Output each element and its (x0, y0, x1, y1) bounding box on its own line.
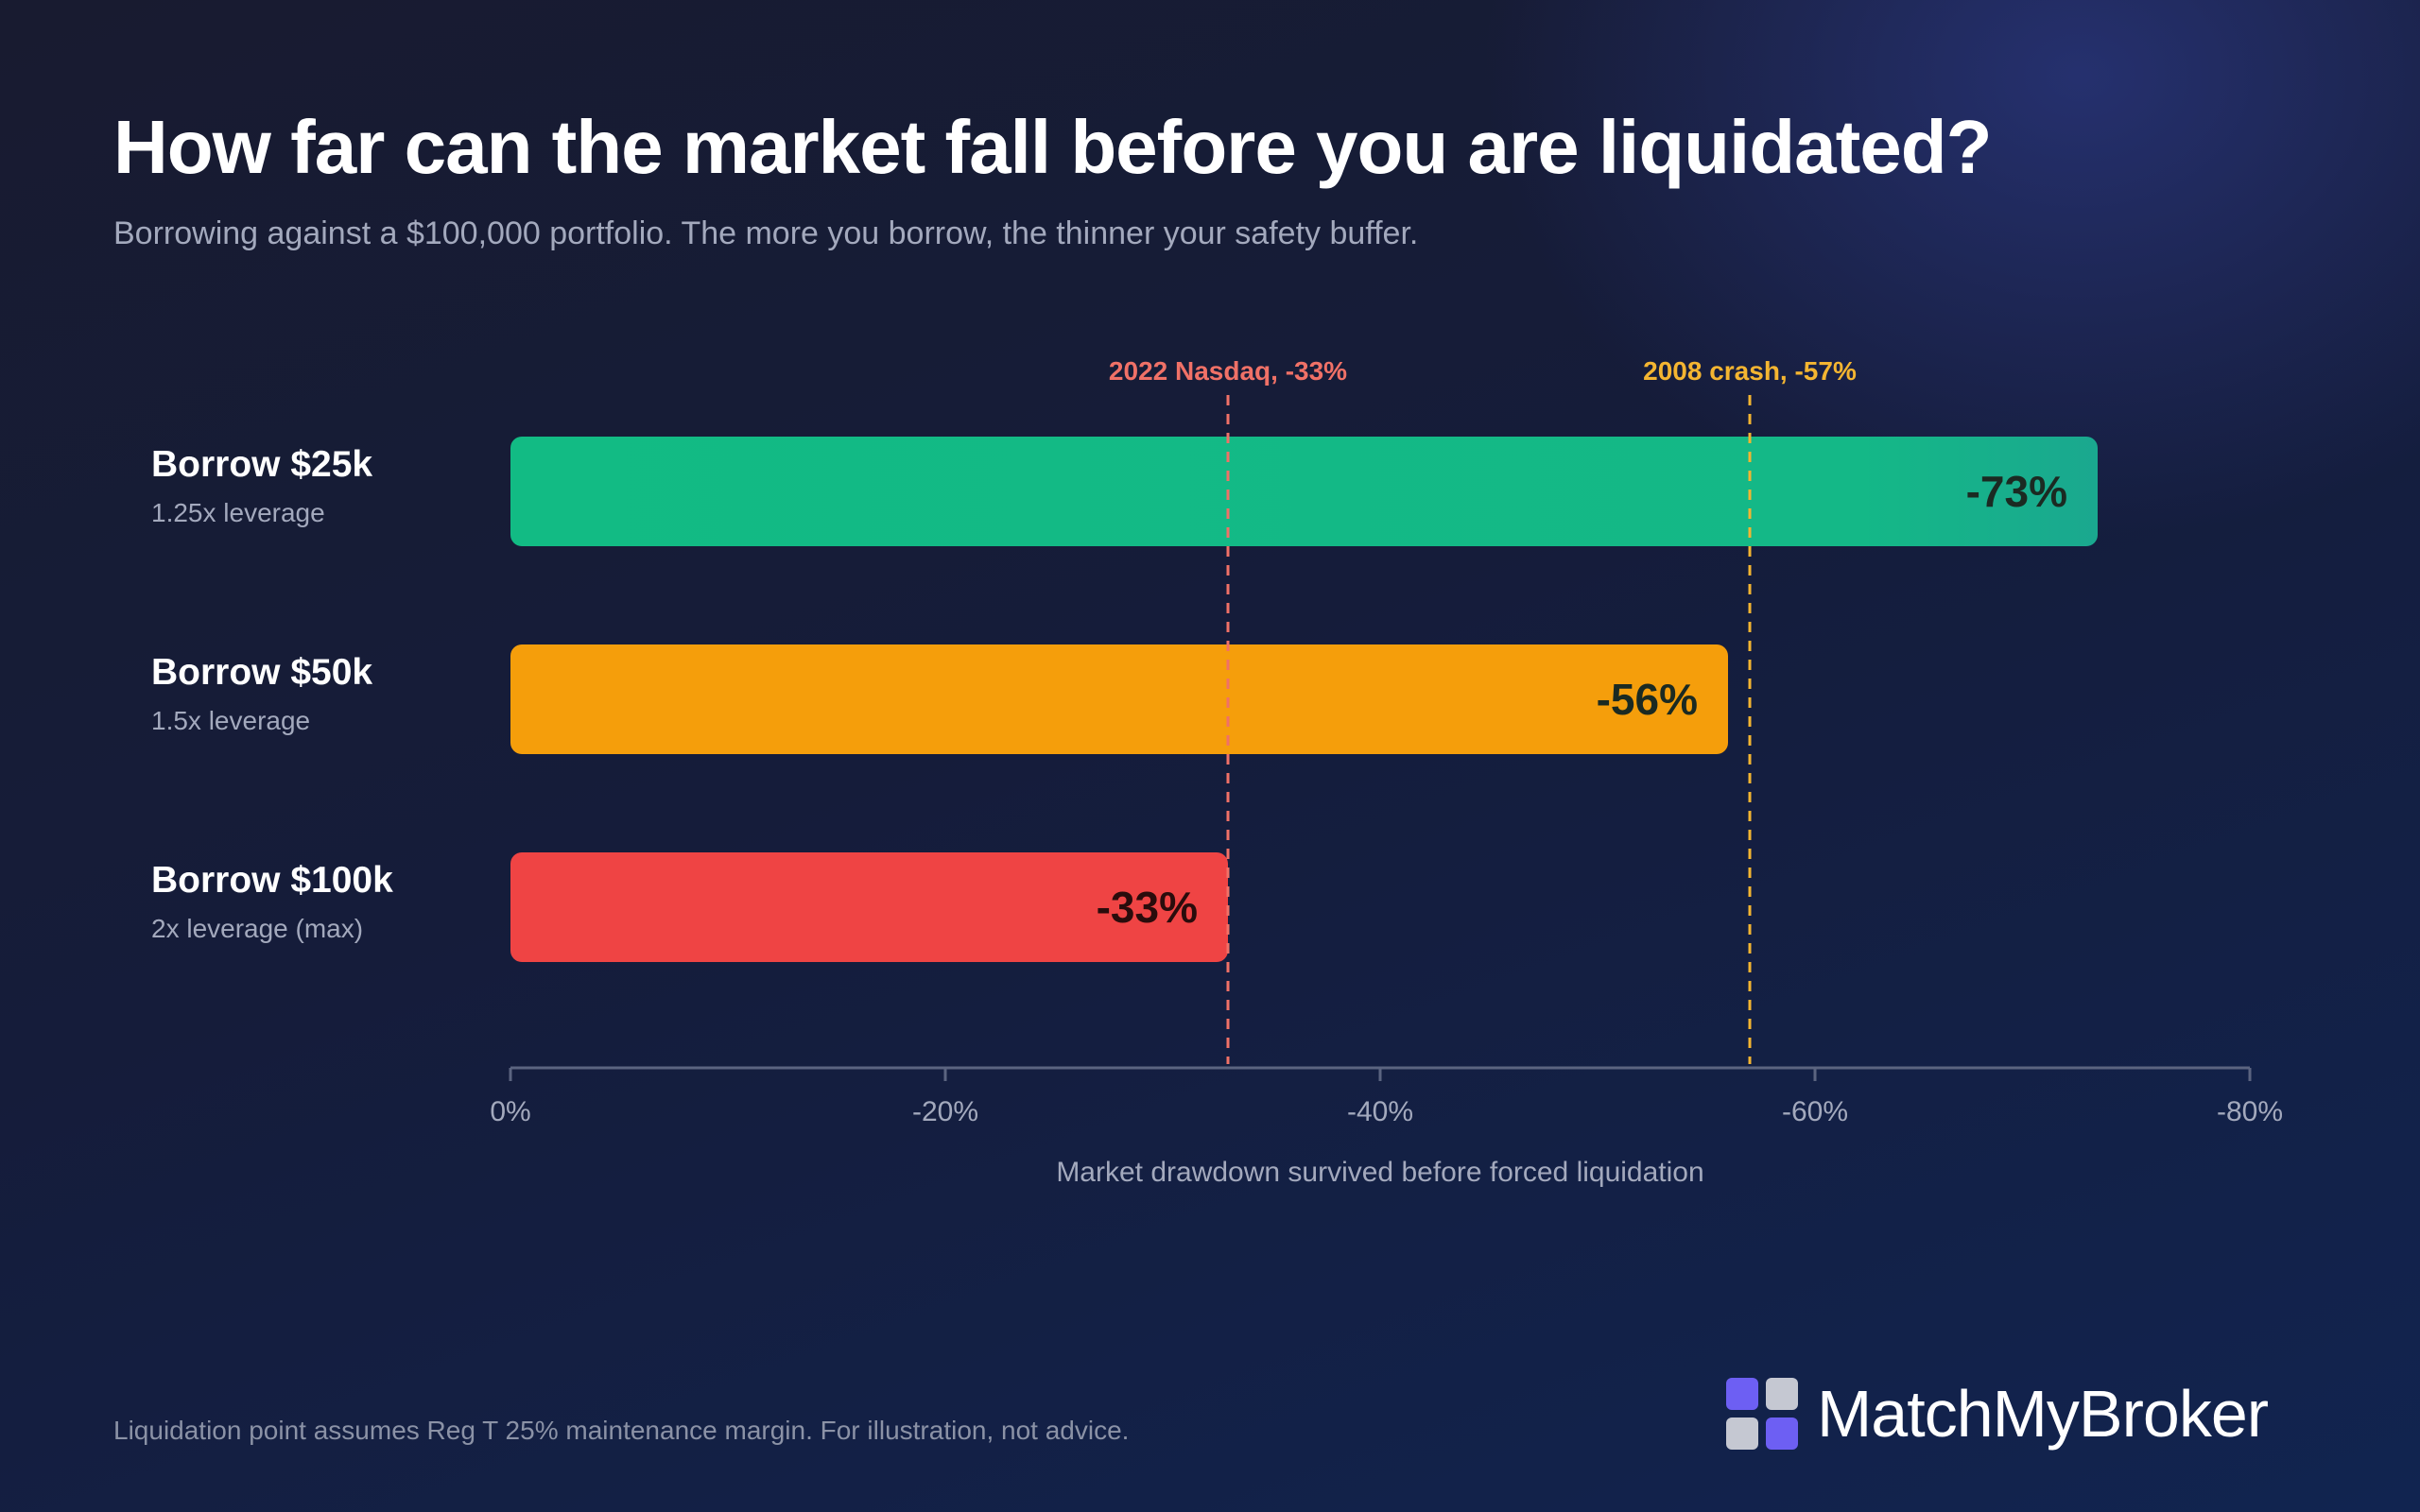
reference-label-1: 2022 Nasdaq, -33% (1109, 356, 1347, 386)
x-tick-label-2: -20% (912, 1096, 978, 1127)
x-tick-label-1: 0% (490, 1096, 530, 1127)
category-label-2: Borrow $50k (151, 652, 372, 693)
bar-1 (510, 437, 2098, 546)
x-tick-label-5: -80% (2217, 1096, 2283, 1127)
category-label-3: Borrow $100k (151, 860, 393, 901)
four-squares-logo-icon (1726, 1378, 1798, 1450)
category-sublabel-2: 1.5x leverage (151, 706, 310, 735)
brand-logo: MatchMyBroker (1726, 1376, 2269, 1452)
footnote: Liquidation point assumes Reg T 25% main… (113, 1416, 1130, 1445)
category-sublabel-3: 2x leverage (max) (151, 914, 363, 943)
category-label-1: Borrow $25k (151, 444, 372, 485)
bar-value-label-1: -73% (1966, 467, 2067, 516)
chart-subtitle: Borrowing against a $100,000 portfolio. … (113, 215, 1419, 251)
bar-2 (510, 644, 1728, 754)
bar-value-label-2: -56% (1597, 675, 1698, 724)
category-sublabel-1: 1.25x leverage (151, 498, 325, 527)
x-tick-label-4: -60% (1782, 1096, 1848, 1127)
x-tick-label-3: -40% (1347, 1096, 1413, 1127)
reference-label-2: 2008 crash, -57% (1643, 356, 1857, 386)
x-axis-title: Market drawdown survived before forced l… (1056, 1157, 1703, 1188)
brand-name: MatchMyBroker (1817, 1377, 2269, 1451)
bar-value-label-3: -33% (1097, 883, 1198, 932)
chart-title: How far can the market fall before you a… (113, 105, 1992, 189)
bar-3 (510, 852, 1228, 962)
